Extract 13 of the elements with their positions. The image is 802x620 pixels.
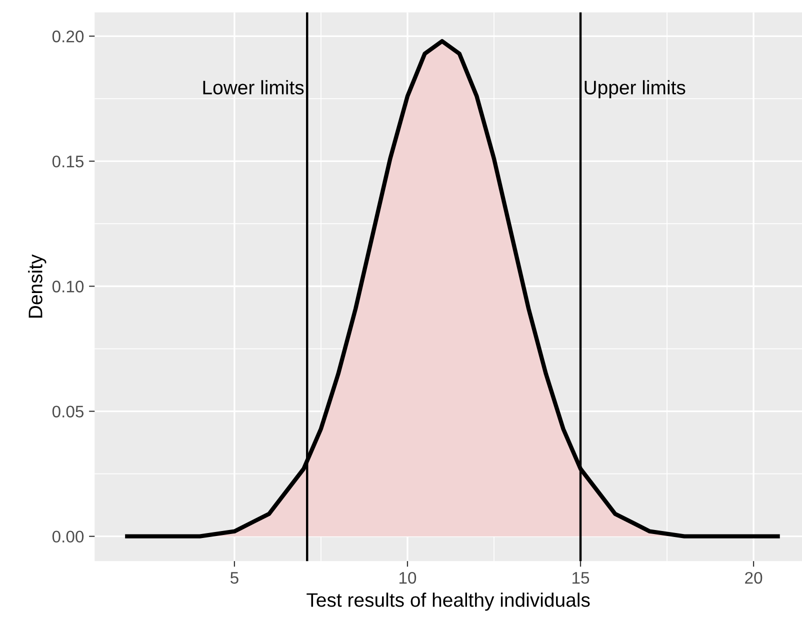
x-tick-label: 15 (572, 572, 590, 584)
y-tick-label: 0.15 (52, 156, 84, 168)
x-axis-title: Test results of healthy individuals (306, 592, 590, 611)
x-tick-label: 5 (230, 572, 238, 584)
ref-line-label: Lower limits (203, 80, 304, 94)
x-tick-label: 10 (399, 572, 416, 584)
ref-line-label: Upper limits (584, 80, 686, 98)
y-tick-label: 0.10 (52, 280, 84, 292)
y-tick-label: 0.00 (52, 530, 84, 543)
y-tick-label: 0.20 (52, 30, 84, 42)
y-tick-label: 0.05 (52, 406, 84, 418)
y-axis-title: Density (28, 254, 46, 318)
x-tick-label: 20 (745, 572, 762, 584)
